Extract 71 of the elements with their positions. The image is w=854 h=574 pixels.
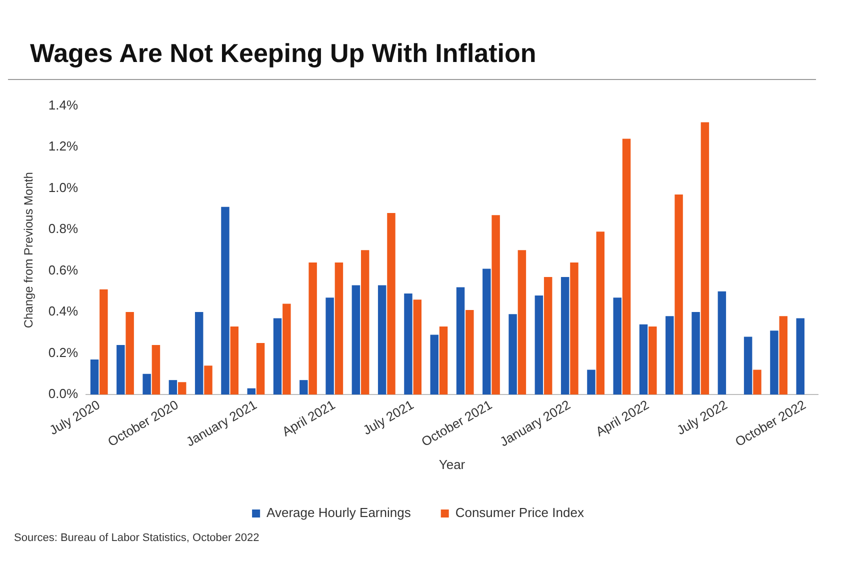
bar [404,293,412,394]
bar [648,326,657,394]
bar [666,316,674,394]
bar [300,380,308,394]
y-tick-label: 1.0% [48,180,78,195]
bar [247,388,256,394]
bar [482,268,491,394]
bar [456,287,465,394]
y-tick-label: 0.6% [48,262,78,278]
bar [142,374,151,394]
y-tick-label: 1.2% [48,138,78,154]
bar [387,213,396,394]
bar [796,318,804,394]
bar [770,330,778,394]
bar [639,324,648,394]
bar [256,342,265,394]
bar [413,300,422,394]
y-tick-label: 0.2% [48,344,78,360]
bar [221,206,230,394]
bar [779,316,788,394]
bar [116,345,125,394]
bar [430,334,438,394]
bar [753,370,762,394]
bar [622,138,631,394]
x-tick-label: July 2021 [360,396,416,438]
x-tick-label: April 2022 [593,396,652,440]
bar [544,276,552,394]
bar [744,336,752,394]
bar [326,298,334,394]
bar [352,285,360,394]
bar [334,262,344,394]
bar [204,366,212,394]
bar [152,345,160,394]
bar [378,285,386,394]
x-tick-label: April 2021 [279,396,338,440]
bar [518,250,526,394]
bar [230,326,239,394]
bar [560,276,570,394]
y-tick-label: 0.8% [48,221,78,236]
bar [439,326,448,394]
y-tick-label: 0.4% [48,304,78,319]
bar [273,318,282,394]
bar [466,310,474,394]
bar [692,312,700,394]
bar [126,312,134,394]
bar [700,122,710,394]
bar [674,194,683,394]
bar [360,250,370,394]
bar [90,359,99,394]
legend-label: Average Hourly Earnings [266,505,412,520]
y-axis-title: Change from Previous Month [22,172,36,328]
bar [587,370,596,394]
bar [492,215,500,394]
bar [718,291,726,394]
legend-label: Consumer Price Index [455,505,584,520]
bar [178,382,186,394]
bar [194,312,204,394]
y-tick-label: 1.4% [48,97,78,112]
bar [596,232,604,394]
bar [570,262,578,394]
bar [100,289,108,394]
bar [508,314,517,394]
chart-title: Wages Are Not Keeping Up With Inflation [8,8,816,80]
bar [613,298,622,394]
bar [168,380,178,394]
x-tick-label: July 2022 [674,396,730,438]
source-note: Sources: Bureau of Labor Statistics, October 2022 [13,532,260,544]
x-axis-title: Year [438,456,466,472]
bar [534,296,544,394]
bar [282,304,291,394]
bar [308,262,317,394]
